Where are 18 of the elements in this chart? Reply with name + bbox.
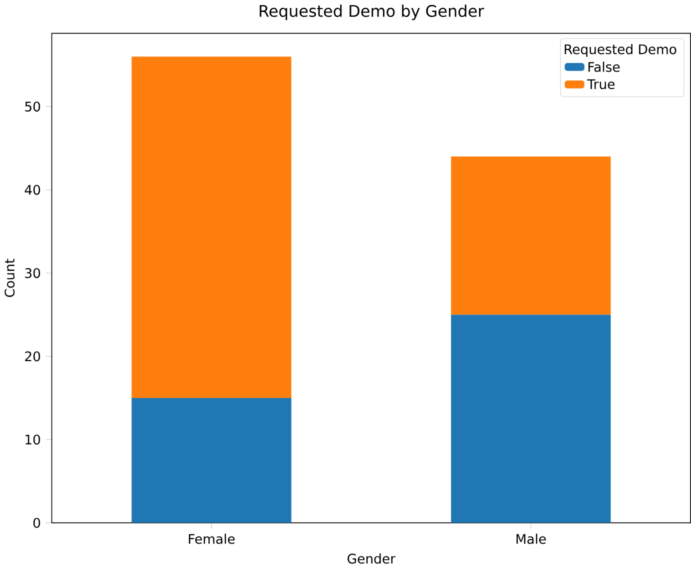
legend-label: False [588,62,620,72]
legend-title: Requested Demo [564,44,676,57]
y-tick-label: 40 [24,184,40,195]
bar [451,314,611,523]
x-tick-label: Male [516,534,546,544]
y-tick-label: 0 [33,518,40,528]
bar [451,156,611,315]
bar [132,398,292,523]
y-tick-label: 10 [26,434,40,444]
y-tick-label: 30 [25,268,40,278]
bar [132,56,292,398]
chart-title: Requested Demo by Gender [260,4,484,20]
legend-label: True [587,79,615,90]
x-axis-title: Gender [348,553,396,564]
y-tick-label: 20 [25,351,40,362]
y-tick-label: 50 [25,101,40,112]
y-axis-title: Count [4,258,15,297]
x-tick-label: Female [188,534,235,544]
